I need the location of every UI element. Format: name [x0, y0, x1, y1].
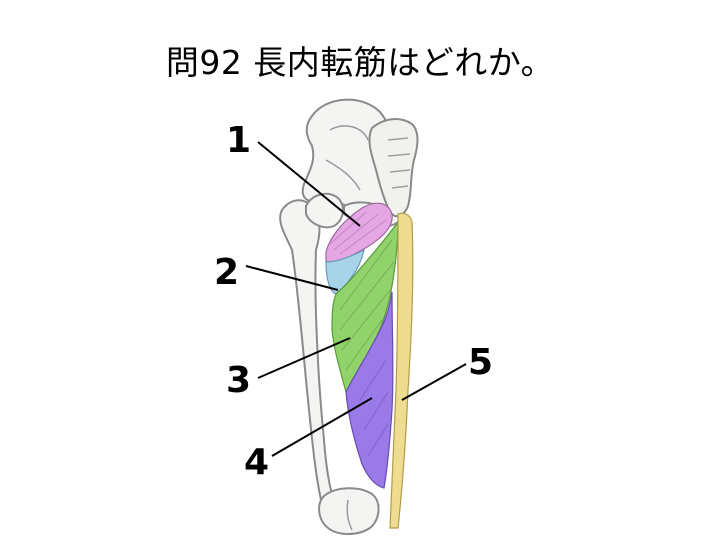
label-2: 2 — [214, 252, 239, 293]
muscle-5-region — [389, 212, 414, 529]
leader-line-1 — [257, 141, 361, 227]
muscle-3-region — [331, 220, 399, 394]
femur-shaft — [279, 199, 336, 506]
question-title: 問92 長内転筋はどれか。 — [165, 43, 555, 82]
muscle-2-region — [325, 248, 365, 295]
label-1: 1 — [226, 120, 251, 161]
leader-line-5 — [401, 363, 467, 401]
leader-line-4 — [271, 397, 373, 457]
leader-lines — [245, 141, 467, 457]
label-4: 4 — [244, 442, 269, 483]
muscle-4-fibers — [359, 359, 389, 457]
label-5: 5 — [468, 342, 493, 383]
femur-head — [305, 192, 344, 229]
femur-condyles — [318, 487, 380, 535]
muscles — [325, 202, 414, 529]
sacrum-ridges — [387, 137, 411, 189]
number-labels: 1 2 3 4 5 — [214, 120, 493, 483]
ilium-detail — [325, 125, 369, 191]
muscle-4-region — [345, 291, 394, 489]
muscle-3-fibers — [339, 239, 395, 371]
muscle-1-fibers — [329, 211, 387, 255]
leader-line-3 — [257, 337, 351, 379]
label-3: 3 — [226, 360, 251, 401]
sacrum — [368, 118, 419, 218]
femur-condyle-notch — [346, 499, 353, 531]
leader-line-2 — [245, 265, 339, 291]
